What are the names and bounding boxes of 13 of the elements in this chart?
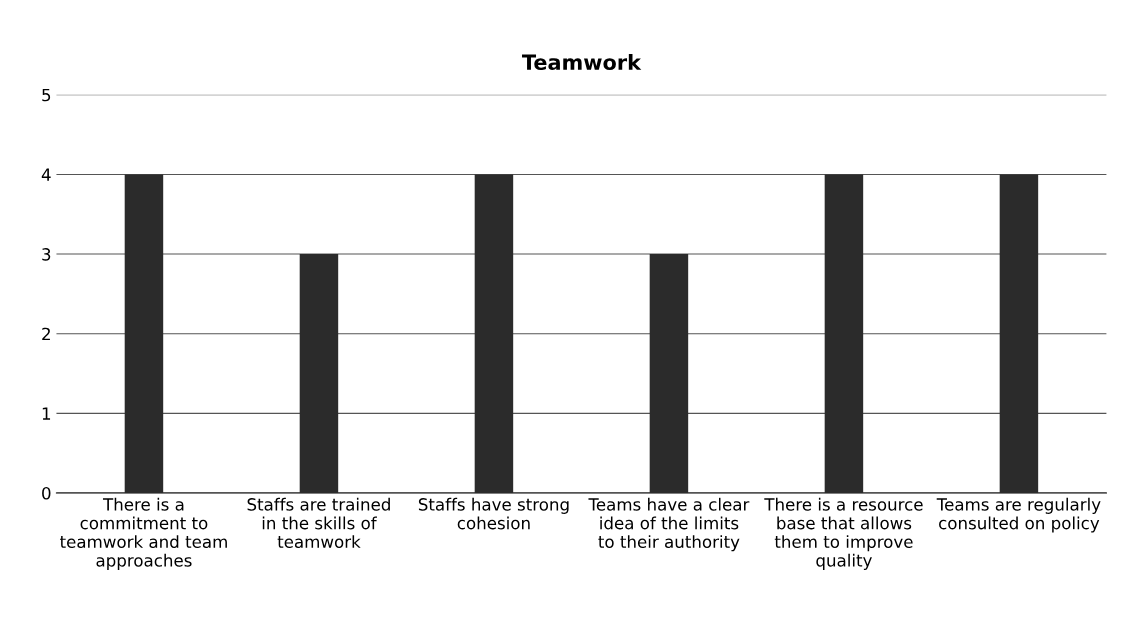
x-tick-label: There is a resource base that allows them to improve quality [764, 497, 923, 570]
x-tick-label: There is a commitment to teamwork and team approaches [60, 497, 227, 570]
x-tick-label: Staffs are trained in the skills of teamwork [247, 497, 390, 549]
chart-title: Teamwork [522, 53, 642, 71]
y-tick-label: 1 [42, 407, 51, 420]
x-tick-label: Teams are regularly consulted on policy [936, 497, 1101, 533]
y-tick-label: 3 [42, 248, 51, 261]
y-tick-label: 5 [42, 88, 51, 102]
x-tick-label: Staffs have strong cohesion [418, 497, 569, 530]
y-tick-label: 0 [42, 486, 51, 500]
y-tick-label: 2 [42, 327, 50, 341]
y-tick-label: 4 [41, 168, 51, 181]
x-tick-label: Teams have a clear idea of the limits to their authority [588, 497, 750, 552]
